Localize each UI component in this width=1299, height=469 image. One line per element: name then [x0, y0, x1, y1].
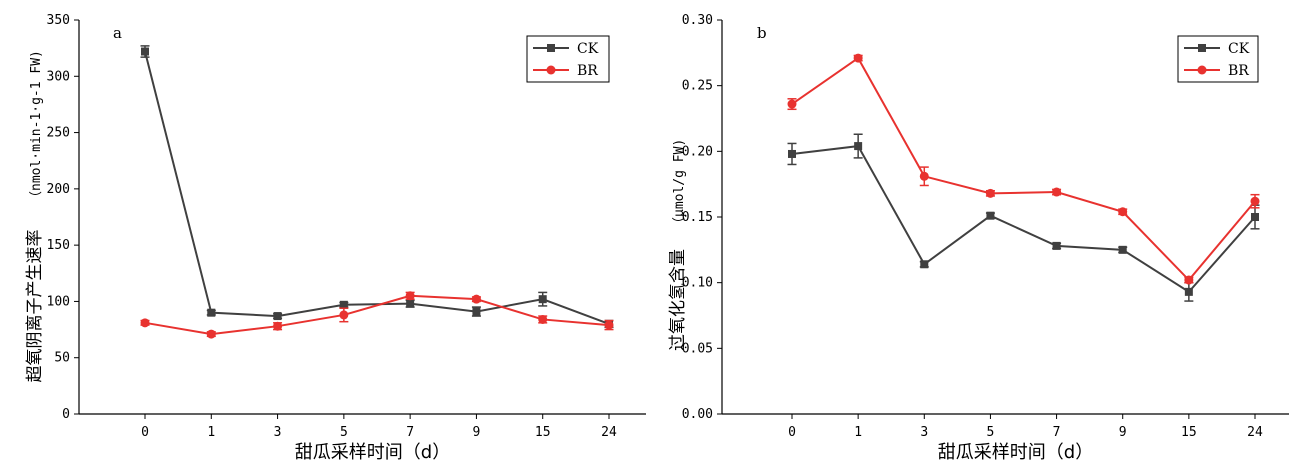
x-tick-label: 5 — [987, 425, 995, 440]
y-tick-label: 250 — [47, 126, 70, 141]
x-tick-label: 15 — [1181, 425, 1197, 440]
data-point-square — [1184, 287, 1193, 296]
series-line — [144, 51, 610, 325]
data-point-square — [339, 300, 348, 309]
panel-label: b — [757, 24, 767, 42]
data-point-square — [538, 295, 547, 304]
data-point-square — [273, 312, 282, 321]
legend-marker-square — [1198, 44, 1206, 52]
data-point-square — [788, 149, 796, 158]
x-tick-label: 15 — [535, 425, 551, 440]
data-point-square — [1251, 213, 1259, 221]
y-tick-label: 0.10 — [682, 276, 713, 291]
series-line — [791, 145, 1256, 294]
y-axis-label: 超氧阴离子产生速率 （nmol·min-1·g-1 FW) — [25, 50, 45, 382]
y-tick-label: 200 — [47, 182, 70, 197]
y-tick-label: 100 — [47, 294, 70, 309]
series-line — [791, 56, 1256, 282]
y-tick-label: 0 — [62, 407, 70, 422]
chart-panel-a: 0 50 100 150 200 250 300 350 0 1 3 5 7 9 15 24 甜瓜采样时间（d）… — [25, 13, 646, 463]
data-point-circle — [604, 320, 614, 330]
y-tick-label: 0.05 — [682, 341, 713, 356]
legend-label: CK — [1228, 41, 1250, 57]
legend-box — [1177, 35, 1259, 83]
chart-panel-b: 0.00 0.05 0.10 0.15 0.20 0.25 0.30 0 1 3 5 7 9 15 24 甜瓜… — [668, 13, 1289, 463]
data-point-circle — [1250, 196, 1260, 206]
legend-label: BR — [1228, 63, 1249, 79]
legend-box — [526, 35, 610, 83]
x-axis-label: 甜瓜采样时间（d） — [938, 442, 1093, 463]
x-tick-label: 9 — [1119, 425, 1127, 440]
data-point-circle — [405, 291, 415, 301]
data-point-circle — [1118, 207, 1128, 217]
y-axis-label-unit: （nmol·min-1·g-1 FW) — [29, 50, 44, 204]
data-point-circle — [1052, 187, 1062, 197]
panel-label: a — [113, 24, 122, 42]
y-axis-label-unit: （μmol/g FW) — [672, 139, 687, 230]
x-tick-label: 24 — [601, 425, 617, 440]
series-br — [787, 53, 1260, 285]
y-tick-label: 350 — [47, 13, 70, 28]
data-point-circle — [206, 329, 216, 339]
y-tick-label: 300 — [47, 69, 70, 84]
x-tick-label: 0 — [788, 425, 796, 440]
data-point-square — [1052, 241, 1061, 250]
x-tick-label: 7 — [406, 425, 414, 440]
x-tick-label: 3 — [920, 425, 928, 440]
y-tick-label: 0.20 — [682, 144, 713, 159]
data-point-circle — [787, 99, 797, 109]
y-tick-label: 0.25 — [682, 79, 713, 94]
data-point-square — [141, 47, 149, 56]
data-point-square — [406, 299, 415, 308]
x-tick-label: 24 — [1247, 425, 1263, 440]
data-point-circle — [919, 171, 929, 181]
x-tick-label: 3 — [274, 425, 282, 440]
y-axis-label-main: 超氧阴离子产生速率 — [25, 230, 45, 383]
data-point-circle — [538, 314, 548, 324]
x-tick-label: 1 — [854, 425, 862, 440]
series-ck — [787, 133, 1260, 302]
legend-marker-circle — [546, 65, 556, 75]
data-point-circle — [273, 321, 283, 331]
series-br — [140, 291, 614, 339]
y-tick-label: 0.15 — [682, 210, 713, 225]
data-point-square — [986, 211, 995, 220]
legend-label: CK — [577, 41, 599, 57]
x-tick-label: 7 — [1053, 425, 1061, 440]
series-line — [144, 294, 610, 336]
data-point-circle — [471, 294, 481, 304]
legend-label: BR — [577, 63, 598, 79]
y-tick-label: 150 — [47, 238, 70, 253]
data-point-square — [472, 307, 481, 316]
data-point-circle — [140, 318, 150, 328]
legend-marker-circle — [1197, 65, 1207, 75]
x-axis-label: 甜瓜采样时间（d） — [295, 442, 450, 463]
x-tick-label: 1 — [207, 425, 215, 440]
x-tick-label: 9 — [473, 425, 481, 440]
data-point-square — [920, 260, 929, 269]
x-tick-label: 5 — [340, 425, 348, 440]
data-point-square — [1118, 245, 1127, 254]
y-axis-label: 过氧化氢含量 （μmol/g FW) — [668, 139, 688, 351]
y-tick-label: 0.00 — [682, 407, 713, 422]
x-tick-label: 0 — [141, 425, 149, 440]
y-tick-label: 50 — [54, 351, 70, 366]
legend-marker-square — [547, 44, 555, 52]
data-point-square — [854, 142, 863, 151]
data-point-circle — [339, 310, 349, 320]
data-point-square — [207, 308, 216, 317]
y-tick-label: 0.30 — [682, 13, 713, 28]
legend: CK BR — [1177, 35, 1259, 83]
legend: CK BR — [526, 35, 610, 83]
series-ck — [140, 45, 614, 329]
data-point-circle — [853, 53, 863, 63]
data-point-circle — [985, 188, 995, 198]
y-axis-label-main: 过氧化氢含量 — [668, 249, 688, 351]
data-point-circle — [1184, 275, 1194, 285]
